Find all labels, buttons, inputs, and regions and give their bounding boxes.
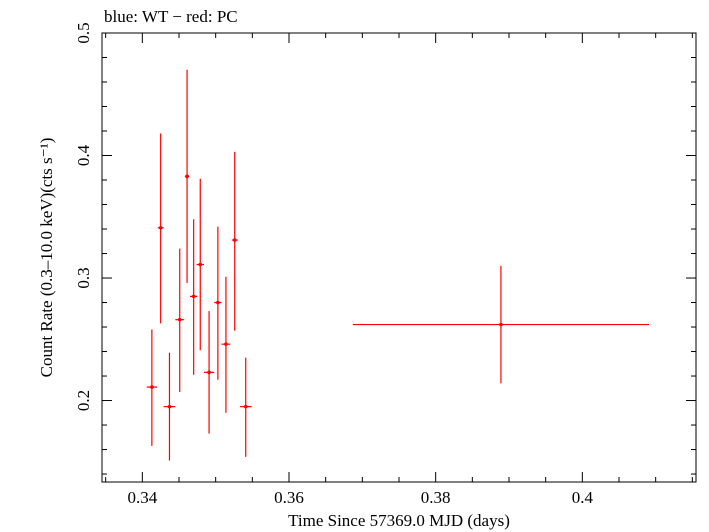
data-marker	[232, 238, 237, 242]
data-marker	[177, 317, 182, 322]
y-axis-label: Count Rate (0.3–10.0 keV)(cts s⁻¹)	[37, 138, 56, 378]
axis-ticks	[102, 32, 696, 482]
data-point	[221, 276, 231, 413]
data-point	[203, 311, 215, 434]
data-point	[239, 357, 252, 457]
data-point	[163, 352, 176, 461]
data-point	[190, 219, 198, 375]
x-tick-label: 0.38	[421, 488, 451, 507]
data-marker	[243, 404, 248, 409]
data-point	[196, 178, 204, 351]
y-tick-label: 0.2	[74, 390, 93, 411]
data-point	[214, 226, 222, 380]
x-tick-label: 0.34	[127, 488, 157, 507]
y-tick-label: 0.5	[74, 22, 93, 43]
x-axis-label: Time Since 57369.0 MJD (days)	[288, 511, 510, 530]
data-point	[184, 69, 190, 283]
data-marker	[191, 294, 196, 299]
data-point	[146, 329, 157, 446]
data-point	[157, 133, 164, 324]
y-tick-label: 0.3	[74, 267, 93, 288]
data-point	[175, 248, 185, 392]
data-points	[146, 69, 650, 461]
data-marker	[185, 174, 189, 179]
x-tick-label: 0.4	[572, 488, 594, 507]
data-marker	[207, 370, 211, 375]
data-point	[231, 151, 238, 331]
plot-frame	[101, 32, 697, 483]
chart-title: blue: WT − red: PC	[104, 7, 238, 26]
x-tick-label: 0.36	[274, 488, 304, 507]
data-marker	[167, 404, 172, 409]
data-marker	[224, 342, 228, 346]
data-marker	[216, 300, 220, 305]
data-point	[352, 265, 650, 384]
y-tick-label: 0.4	[74, 144, 93, 166]
data-marker	[150, 385, 154, 389]
data-marker	[158, 225, 163, 230]
data-marker	[499, 322, 503, 327]
data-marker	[198, 262, 203, 267]
axis-tick-labels: 0.34 0.36 0.38 0.4 0.2 0.3 0.4 0.5	[74, 22, 593, 507]
